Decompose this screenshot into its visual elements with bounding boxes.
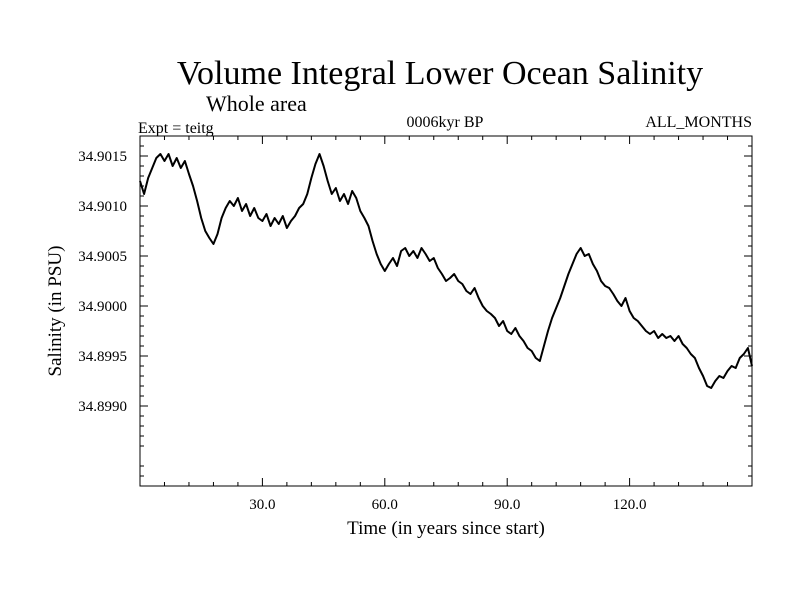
chart-subtitle: Whole area [206, 91, 307, 116]
period-label: 0006kyr BP [407, 114, 484, 131]
y-tick-label: 34.9015 [78, 149, 127, 165]
y-axis: 34.8990 34.8995 34.9000 34.9005 34.9010 34.90… [78, 135, 752, 477]
salinity-series-line [139, 153, 753, 389]
x-tick-label: 60.0 [372, 497, 398, 513]
experiment-label: Expt = teitg [138, 120, 214, 137]
x-axis: 30.0 60.0 90.0 120.0 [163, 136, 729, 513]
chart-title: Volume Integral Lower Ocean Salinity [177, 55, 703, 92]
y-axis-label: Salinity (in PSU) [45, 246, 66, 377]
x-axis-label: Time (in years since start) [347, 518, 545, 539]
y-tick-label: 34.8995 [78, 349, 127, 365]
y-tick-label: 34.8990 [78, 399, 127, 415]
y-tick-label: 34.9000 [78, 299, 127, 315]
y-tick-label: 34.9005 [78, 249, 127, 265]
x-tick-label: 30.0 [249, 497, 275, 513]
x-tick-label: 90.0 [494, 497, 520, 513]
months-label: ALL_MONTHS [645, 114, 752, 131]
x-tick-label: 120.0 [613, 497, 647, 513]
plot-frame [139, 135, 753, 487]
y-tick-label: 34.9010 [78, 199, 127, 215]
